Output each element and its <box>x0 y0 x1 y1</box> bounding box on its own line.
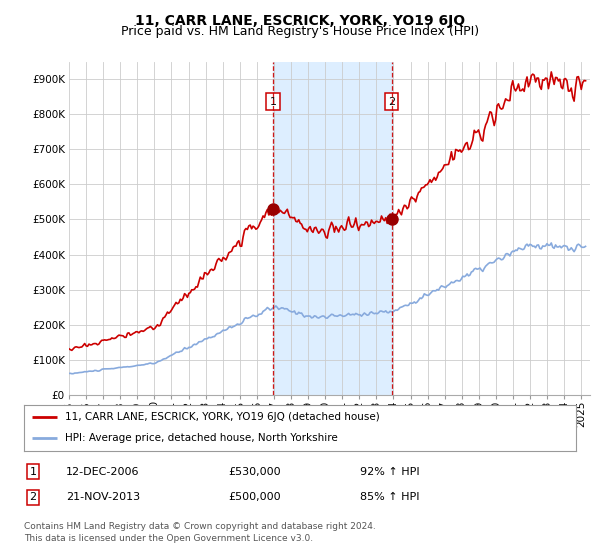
Text: 92% ↑ HPI: 92% ↑ HPI <box>360 466 419 477</box>
Text: 2: 2 <box>29 492 37 502</box>
Text: £500,000: £500,000 <box>228 492 281 502</box>
Text: 1: 1 <box>269 96 277 106</box>
Text: 2: 2 <box>388 96 395 106</box>
Bar <box>273 62 392 395</box>
Text: 85% ↑ HPI: 85% ↑ HPI <box>360 492 419 502</box>
Text: 11, CARR LANE, ESCRICK, YORK, YO19 6JQ: 11, CARR LANE, ESCRICK, YORK, YO19 6JQ <box>135 14 465 28</box>
Text: Price paid vs. HM Land Registry's House Price Index (HPI): Price paid vs. HM Land Registry's House … <box>121 25 479 38</box>
Text: 11, CARR LANE, ESCRICK, YORK, YO19 6JQ (detached house): 11, CARR LANE, ESCRICK, YORK, YO19 6JQ (… <box>65 412 380 422</box>
Text: 1: 1 <box>29 466 37 477</box>
Text: 21-NOV-2013: 21-NOV-2013 <box>66 492 140 502</box>
Text: £530,000: £530,000 <box>228 466 281 477</box>
Text: 12-DEC-2006: 12-DEC-2006 <box>66 466 139 477</box>
Text: Contains HM Land Registry data © Crown copyright and database right 2024.
This d: Contains HM Land Registry data © Crown c… <box>24 522 376 543</box>
Text: HPI: Average price, detached house, North Yorkshire: HPI: Average price, detached house, Nort… <box>65 433 338 444</box>
